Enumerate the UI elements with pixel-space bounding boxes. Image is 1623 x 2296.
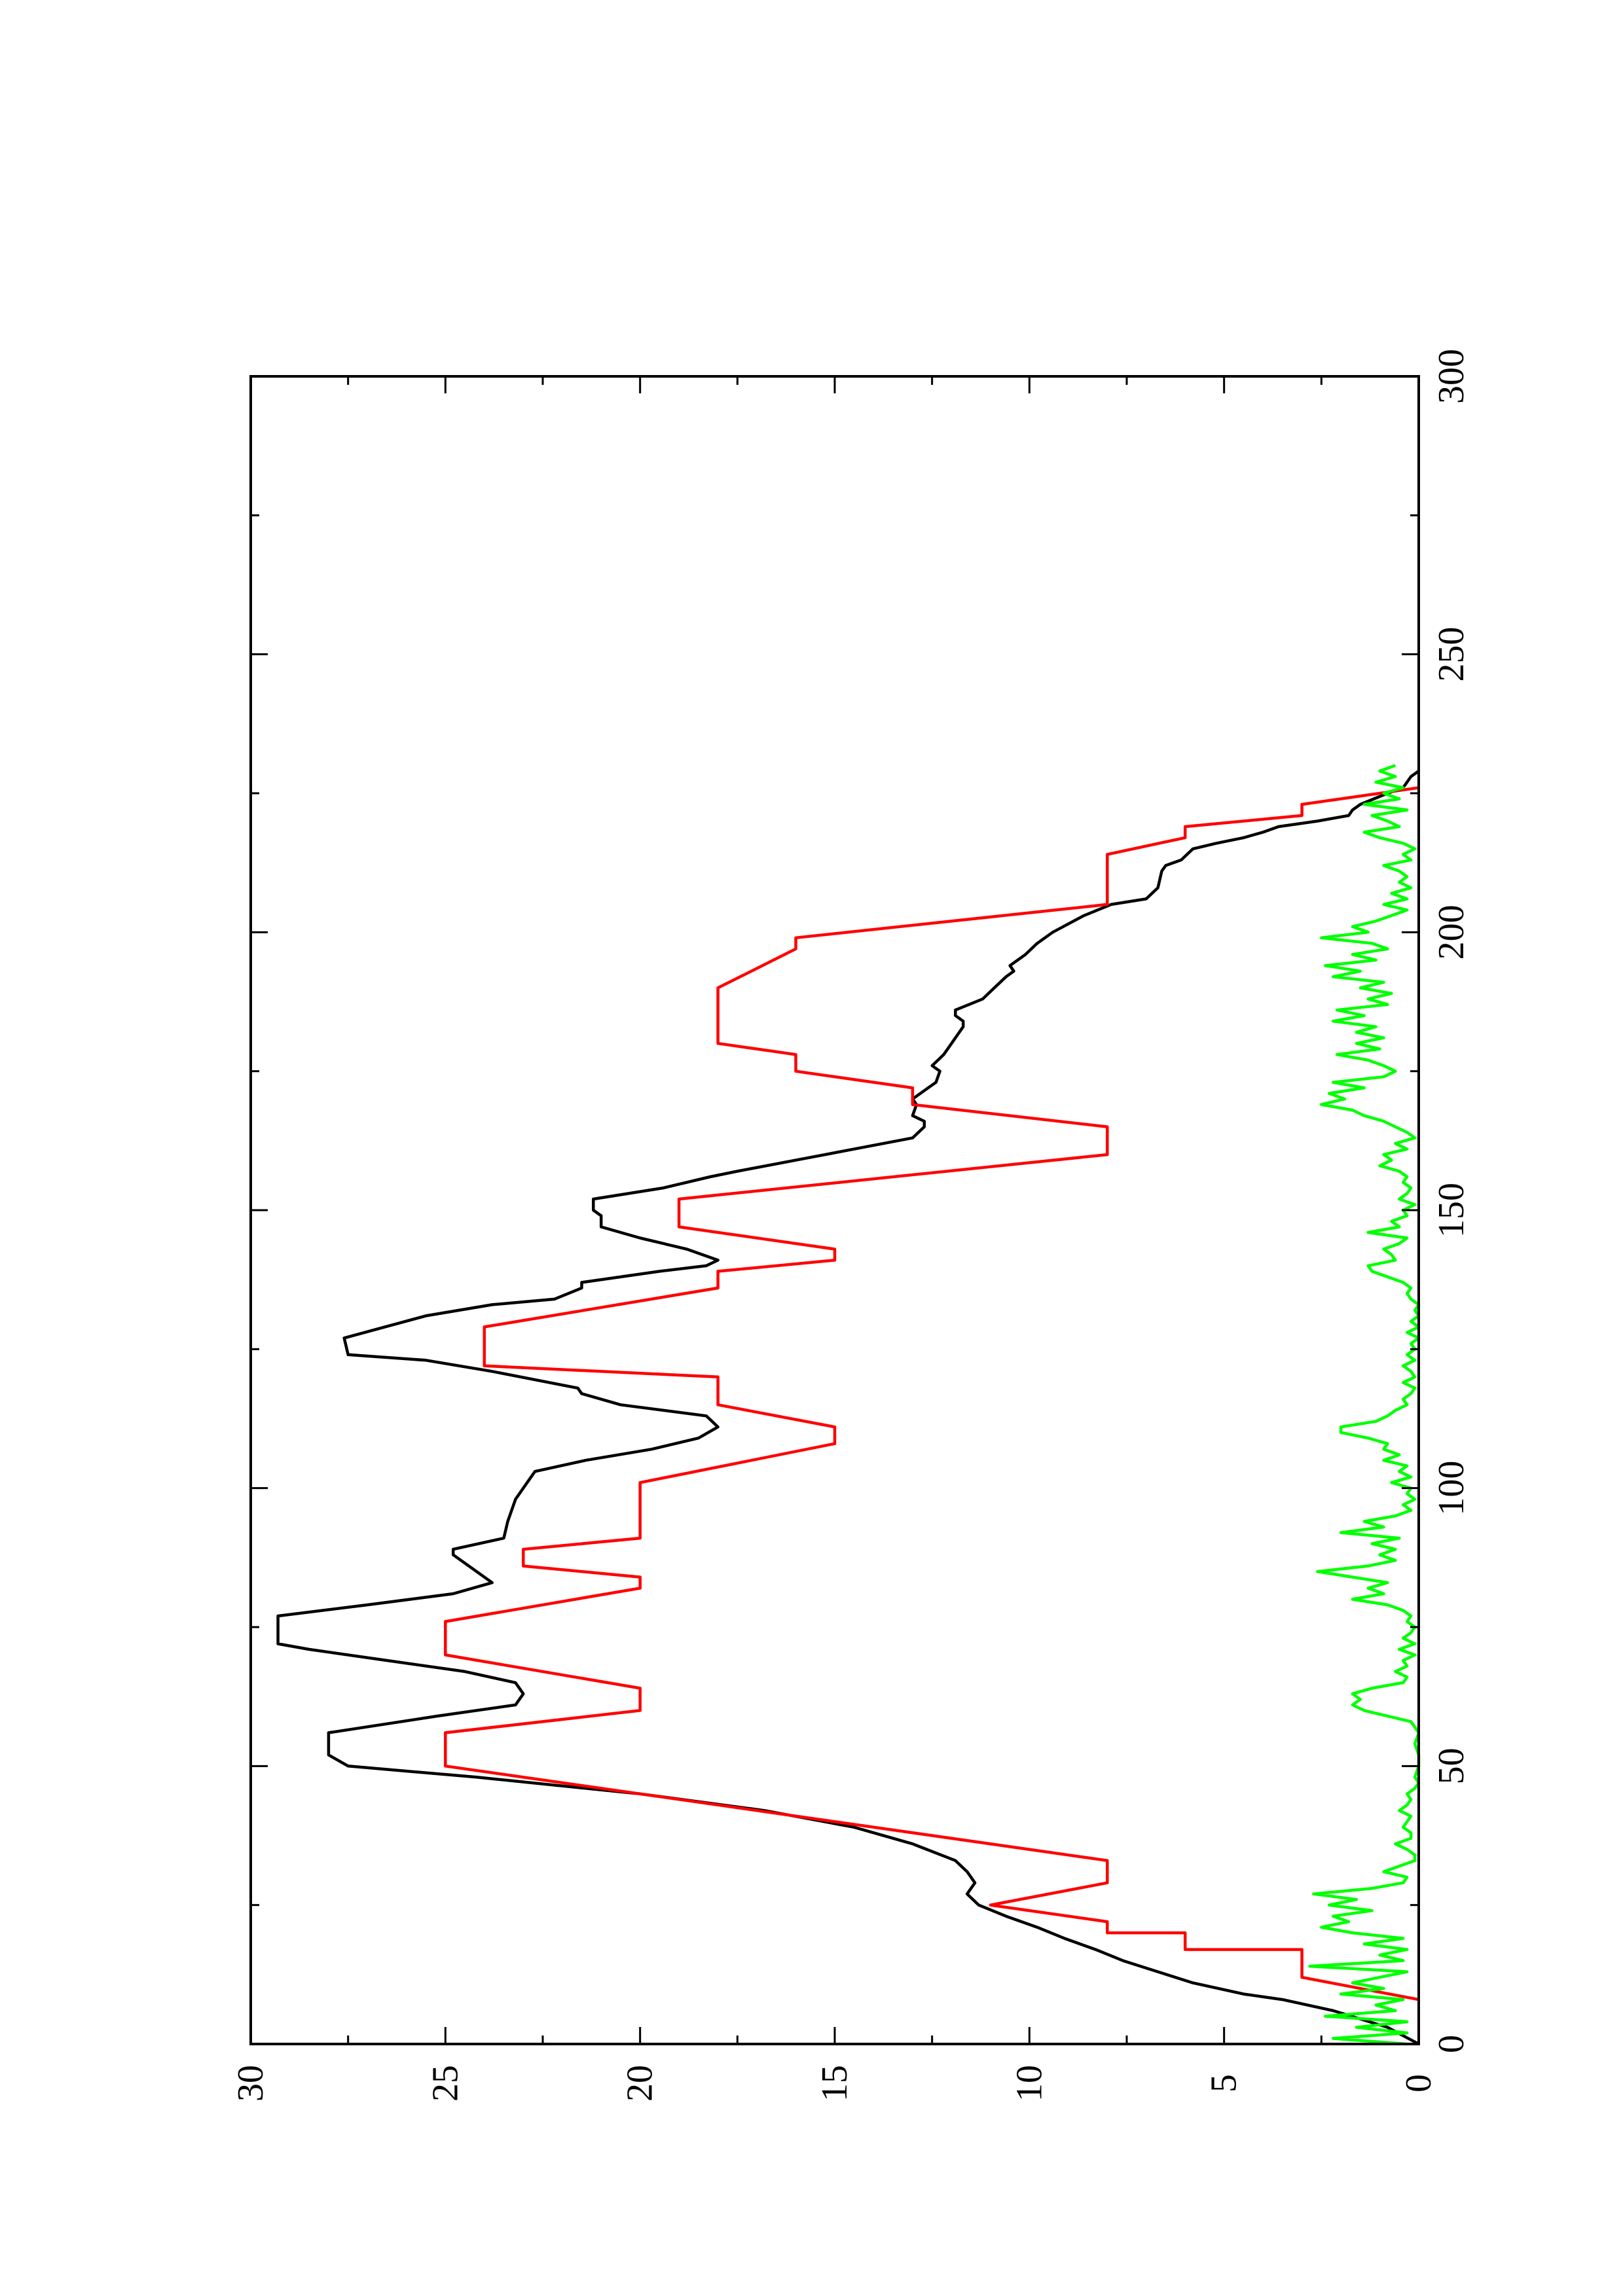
x-tick-label: 150 [1431, 1183, 1472, 1238]
y-tick-label: 0 [1398, 2074, 1439, 2092]
y-tick-label: 10 [1009, 2065, 1049, 2102]
x-tick-label: 250 [1431, 627, 1472, 682]
x-tick-label: 300 [1431, 349, 1472, 404]
series-layer [276, 764, 1421, 2046]
series-line-3 [1308, 764, 1421, 2046]
y-tick-label: 25 [425, 2065, 465, 2102]
y-tick-label: 15 [814, 2065, 855, 2102]
x-tick-label: 50 [1431, 1748, 1472, 1784]
y-tick-label: 5 [1204, 2074, 1245, 2092]
x-tick-label: 100 [1431, 1461, 1472, 1516]
x-tick-label: 200 [1431, 905, 1472, 960]
plot-frame [249, 375, 1420, 2045]
series-line-1 [276, 770, 1420, 2045]
y-tick-label: 30 [230, 2065, 271, 2102]
y-tick-label: 20 [620, 2065, 661, 2102]
labels-layer: 0 50 100 150 200 250 300 0 5 10 15 20 25 30 [230, 349, 1472, 2102]
series-line-2 [444, 786, 1419, 2001]
ticks-layer [249, 375, 1420, 2045]
x-tick-label: 0 [1431, 2035, 1472, 2053]
